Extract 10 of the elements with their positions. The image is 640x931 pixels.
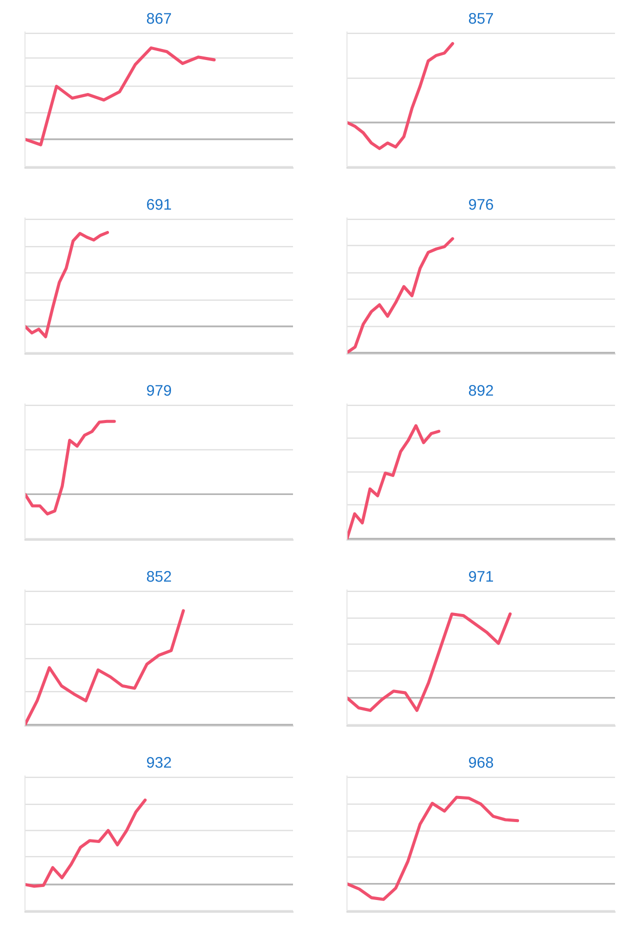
chart-title: 892 — [468, 385, 493, 396]
chart-title: 932 — [146, 757, 171, 768]
chart-title: 852 — [146, 571, 171, 582]
chart-title: 971 — [468, 571, 493, 582]
chart-title: 968 — [468, 757, 494, 768]
chart-title: 857 — [468, 13, 493, 24]
chart-title: 976 — [468, 199, 494, 210]
chart-title: 867 — [146, 13, 171, 24]
chart-title: 979 — [146, 385, 172, 396]
chart-title: 691 — [147, 199, 171, 210]
